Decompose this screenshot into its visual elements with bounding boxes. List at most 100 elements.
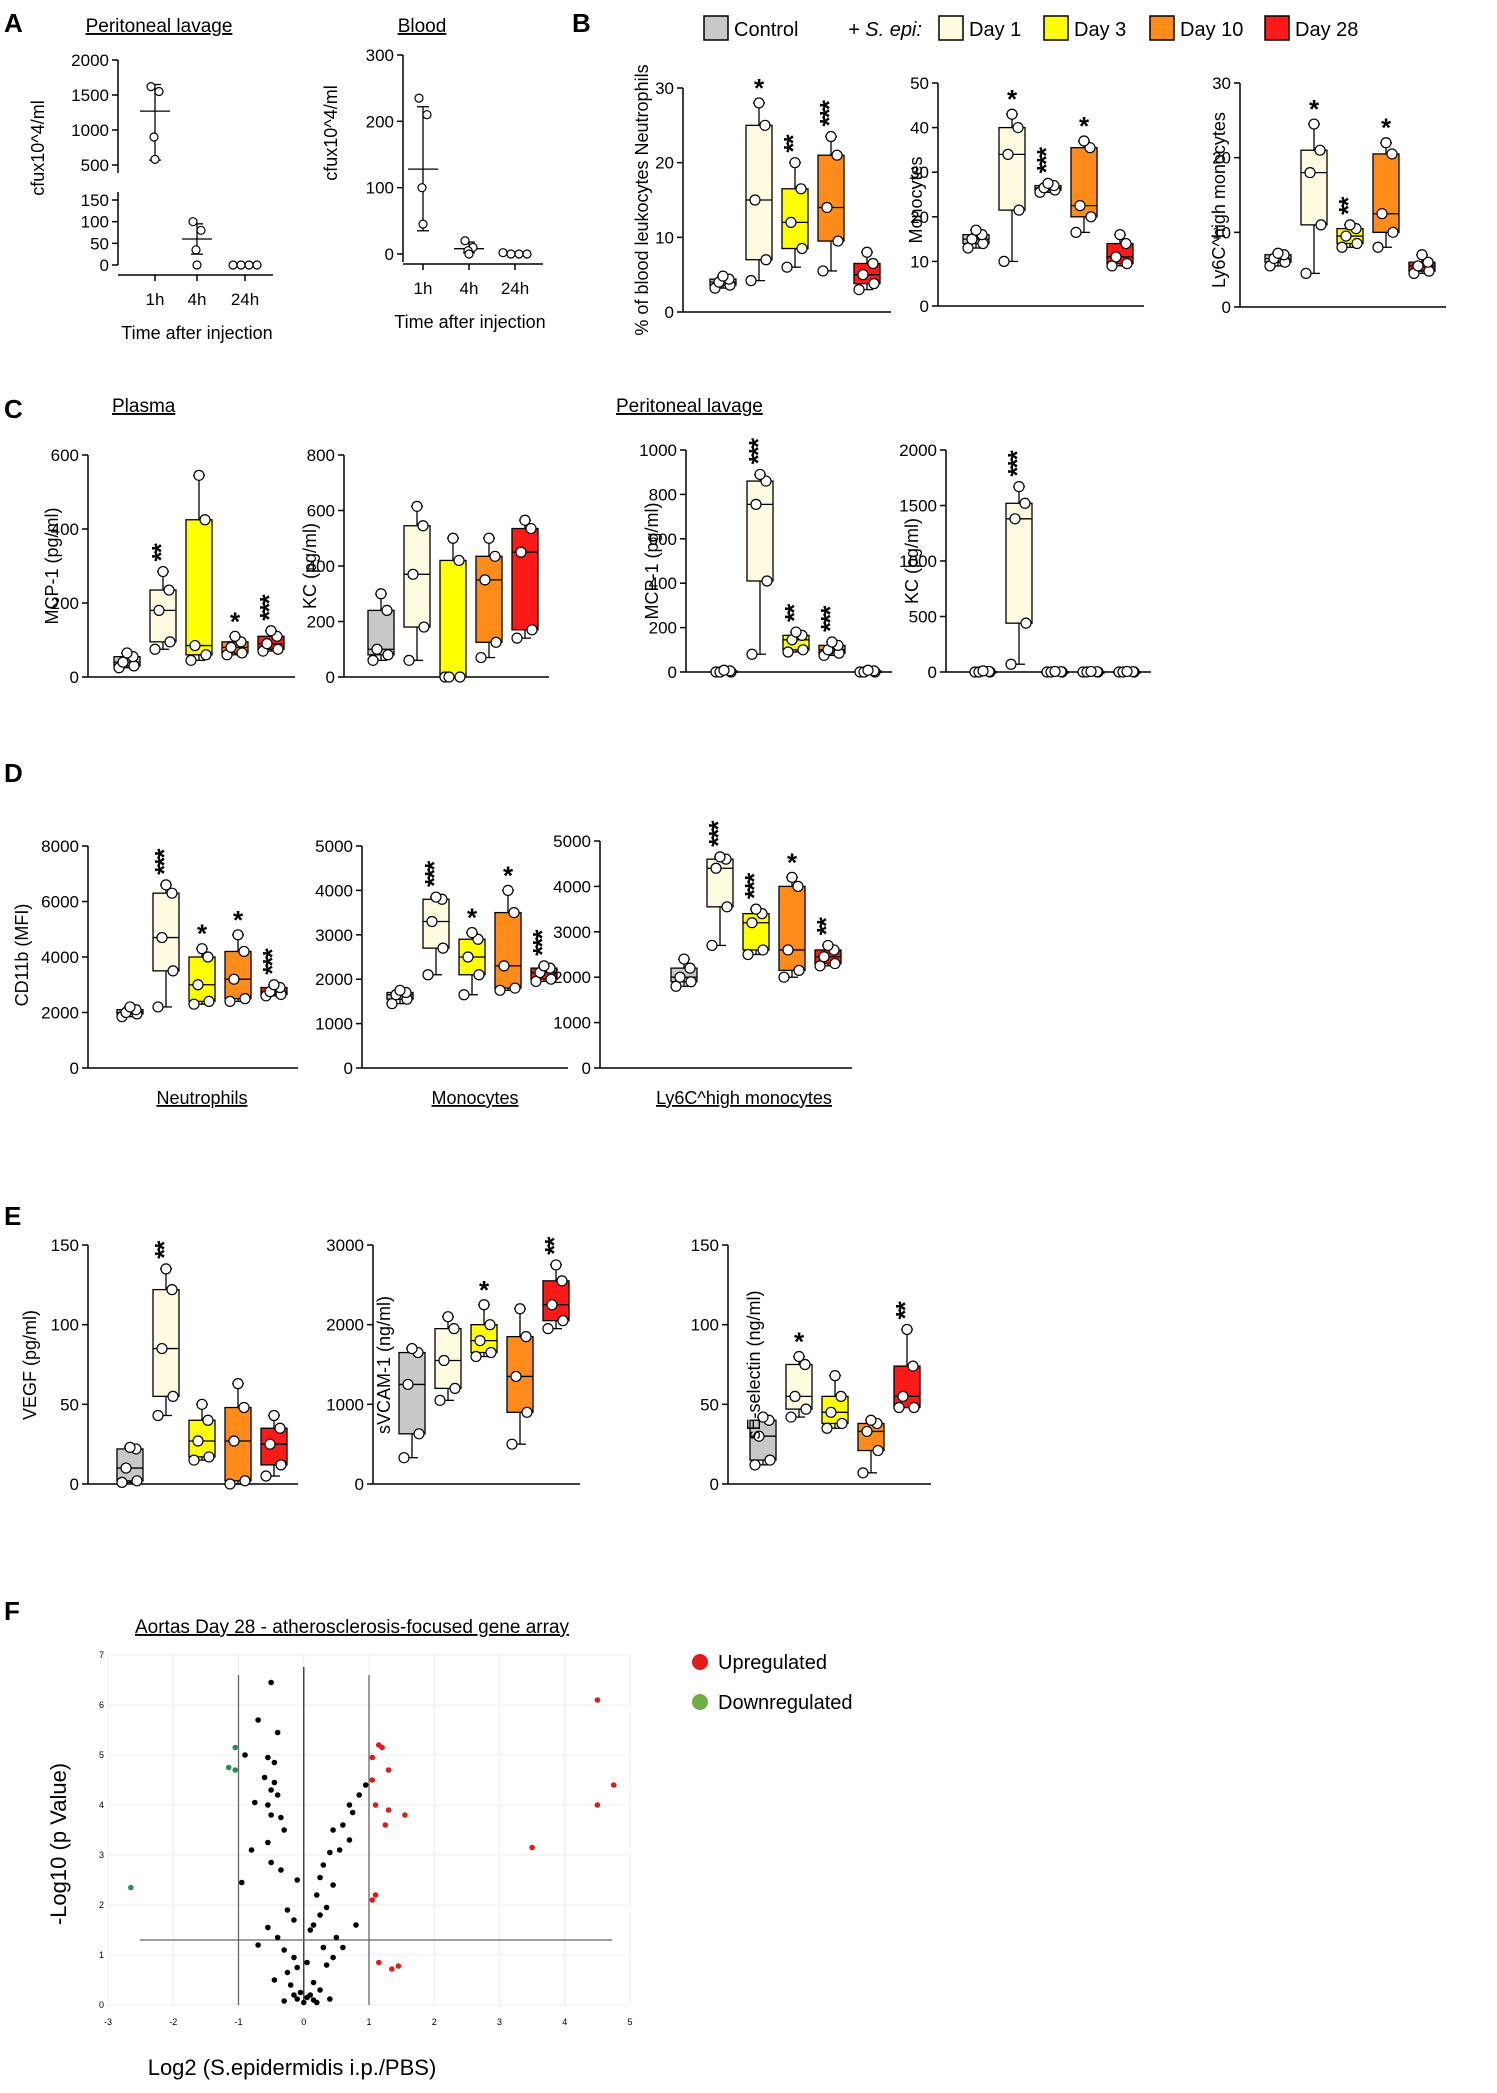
data-point [757,944,769,956]
data-point [479,574,491,586]
y-tick-label: 100 [366,179,394,198]
data-point [861,246,873,258]
data-point [1013,481,1025,493]
significance-star: * [503,860,514,890]
data-point [1272,247,1284,259]
point-upregulated [372,1892,379,1898]
y-axis-label: KC (pg/ml) [300,523,320,609]
point-nonsignificant [297,1989,304,1996]
data-point [977,665,989,677]
data-point [422,969,434,981]
data-point [466,926,478,939]
data-point [1380,137,1392,149]
y-tick-label: 50 [700,1395,719,1414]
box-control [749,1419,777,1461]
significance-star: *** [814,99,844,126]
data-point [367,654,379,666]
y-axis-label: % of blood leukocytes Neutrophils [632,64,652,335]
data-point [473,969,485,981]
data-point [759,119,771,131]
legend-day3-label: Day 3 [1074,19,1126,41]
data-point [272,643,284,655]
data-point [506,249,516,259]
data-point [163,584,175,596]
y-tick-label: 0 [70,668,79,687]
point-upregulated [529,1844,535,1851]
data-point [192,1435,204,1447]
box-day-10 [1372,153,1400,233]
y-tick-label: 0 [70,1059,79,1078]
legend-day1-label: Day 1 [969,19,1021,41]
data-point [753,1430,765,1442]
point-nonsignificant [304,1994,310,2001]
box-day-10 [475,555,503,643]
point-nonsignificant [274,1792,281,1798]
point-nonsignificant [281,1827,287,1833]
y-tick-label: 6000 [41,893,79,912]
data-point [1106,260,1118,272]
point-nonsignificant [291,1954,297,1961]
data-point [149,643,161,655]
data-point [1387,226,1399,238]
point-nonsignificant [274,1729,281,1736]
data-point [542,1323,554,1335]
data-point [275,1459,287,1471]
data-point [413,1428,425,1440]
y-tick-label: 10 [655,228,674,247]
y-tick-label: 150 [51,1236,79,1255]
x-tick-label: 2 [432,2017,437,2027]
point-nonsignificant [317,1987,323,1993]
data-point [789,157,801,169]
significance-star: *** [815,605,845,632]
point-nonsignificant [323,1904,330,1911]
data-point [509,982,521,994]
box-day-1 [152,1288,180,1398]
data-point [511,632,523,644]
data-point [232,1378,244,1390]
data-point [167,1390,179,1402]
significance-star: * [794,1327,805,1357]
y-tick-label: 4000 [315,881,353,900]
y-tick-label: 3000 [326,1236,364,1255]
data-point [199,514,211,526]
x-axis-label: Time after injection [121,323,272,343]
data-point [224,1478,236,1490]
significance-star: *** [739,872,769,899]
significance-star: ** [811,916,841,935]
y-tick-label: 6 [99,1700,104,1710]
data-point [156,1342,168,1355]
point-nonsignificant [349,1809,356,1816]
y-tick-label: 50 [60,1395,79,1414]
y-axis-label: MCP-1 (pg/ml) [42,507,62,624]
data-point [188,1454,200,1466]
significance-star: * [467,903,478,933]
data-point [1340,230,1352,242]
point-nonsignificant [353,1922,359,1928]
data-point [829,1370,841,1382]
panel-label-d: D [4,758,23,788]
data-point [422,110,432,120]
data-point [814,960,826,972]
y-tick-label: 400 [307,557,335,576]
data-point [829,957,841,970]
data-point [1300,267,1312,279]
data-point [196,1398,208,1410]
significance-star: *** [1031,146,1061,173]
point-nonsignificant [265,1754,271,1761]
box-day-1 [152,892,180,972]
point-nonsignificant [307,1927,314,1933]
box-day-1 [746,480,774,582]
data-point [128,660,140,672]
data-point [1121,258,1133,270]
data-point [475,651,487,664]
data-point [189,639,201,652]
data-point [238,1401,250,1414]
data-point [196,225,206,235]
data-point [526,624,538,636]
box-day-10 [494,911,522,989]
